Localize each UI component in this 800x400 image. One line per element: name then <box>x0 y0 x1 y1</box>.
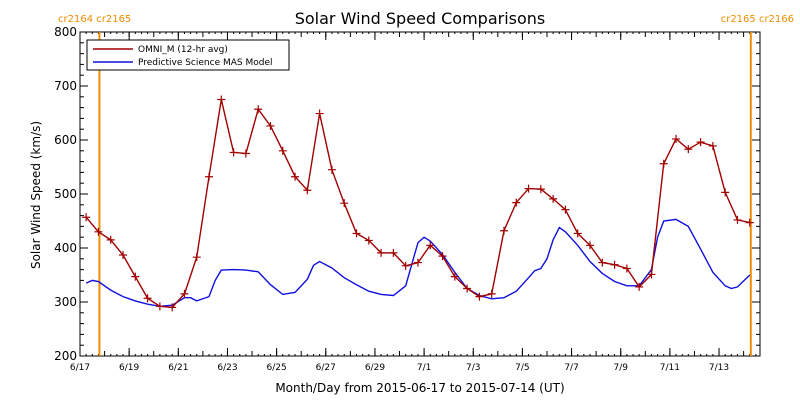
x-tick-label: 6/23 <box>217 363 237 373</box>
data-point-marker <box>622 264 631 273</box>
data-point-marker <box>266 121 275 130</box>
data-point-marker <box>119 251 128 260</box>
carrington-rotation-label: cr2165 cr2166 <box>721 14 794 25</box>
x-tick-label: 7/3 <box>466 363 480 373</box>
x-tick-label: 6/29 <box>365 363 385 373</box>
data-point-marker <box>450 272 459 281</box>
data-point-marker <box>364 236 373 245</box>
data-point-marker <box>512 198 521 207</box>
data-point-marker <box>635 282 644 291</box>
data-point-marker <box>561 205 570 214</box>
data-point-marker <box>168 303 177 312</box>
legend-entry-label: OMNI_M (12-hr avg) <box>138 45 228 55</box>
data-point-marker <box>340 199 349 208</box>
data-point-marker <box>143 294 152 303</box>
data-point-marker <box>487 289 496 298</box>
y-tick-label: 500 <box>54 187 77 201</box>
data-point-marker <box>499 226 508 235</box>
data-point-marker <box>192 253 201 262</box>
data-point-marker <box>377 248 386 257</box>
carrington-rotation-label: cr2164 cr2165 <box>58 14 131 25</box>
data-point-marker <box>438 252 447 261</box>
x-tick-label: 6/17 <box>70 363 90 373</box>
data-point-marker <box>696 138 705 147</box>
y-tick-label: 700 <box>54 79 77 93</box>
x-tick-label: 7/13 <box>709 363 729 373</box>
data-point-marker <box>278 146 287 155</box>
data-point-marker <box>426 241 435 250</box>
x-tick-label: 7/5 <box>515 363 529 373</box>
data-point-marker <box>573 229 582 238</box>
data-point-marker <box>708 141 717 150</box>
data-point-marker <box>610 260 619 269</box>
y-tick-label: 600 <box>54 133 77 147</box>
y-tick-label: 300 <box>54 295 77 309</box>
data-point-marker <box>745 218 754 227</box>
data-point-marker <box>303 186 312 195</box>
data-point-marker <box>254 105 263 114</box>
plot-frame <box>79 31 761 357</box>
axes: 200 300 400 500 600 700 800 6/17 6/19 6/21 6/23 6/2… <box>54 25 761 373</box>
data-point-marker <box>586 241 594 250</box>
data-point-marker <box>229 148 238 157</box>
data-point-marker <box>475 292 484 301</box>
data-point-marker <box>180 289 189 298</box>
data-point-marker <box>205 172 214 181</box>
data-point-marker <box>413 258 422 267</box>
data-point-marker <box>733 215 742 224</box>
x-axis-label: Month/Day from 2015-06-17 to 2015-07-14 … <box>275 381 564 395</box>
data-point-marker <box>106 235 115 244</box>
series-line <box>85 218 751 308</box>
legend: OMNI_M (12-hr avg) Predictive Science MAS… <box>86 39 290 71</box>
data-point-marker <box>131 272 140 281</box>
data-point-marker <box>463 284 472 293</box>
data-point-marker <box>291 172 300 181</box>
x-tick-label: 7/11 <box>660 363 680 373</box>
y-tick-label: 400 <box>54 241 77 255</box>
data-point-marker <box>241 149 250 158</box>
data-point-marker <box>684 145 693 154</box>
x-tick-label: 7/1 <box>417 363 431 373</box>
chart-title: Solar Wind Speed Comparisons <box>295 9 546 28</box>
y-axis-label: Solar Wind Speed (km/s) <box>29 121 43 269</box>
data-point-marker <box>536 185 545 194</box>
x-tick-label: 6/27 <box>316 363 336 373</box>
data-point-marker <box>327 165 336 174</box>
data-point-marker <box>217 95 226 104</box>
series-line <box>85 99 750 309</box>
x-tick-label: 7/9 <box>613 363 628 373</box>
data-point-marker <box>389 248 398 257</box>
data-point-marker <box>82 213 91 222</box>
data-point-marker <box>401 261 410 270</box>
data-point-marker <box>647 270 656 279</box>
data-point-marker <box>94 227 103 236</box>
data-point-marker <box>598 258 607 267</box>
y-tick-label: 200 <box>54 349 77 363</box>
data-point-marker <box>352 229 361 238</box>
x-tick-label: 7/7 <box>564 363 578 373</box>
data-point-marker <box>315 109 324 118</box>
data-point-marker <box>155 302 164 311</box>
x-tick-label: 6/25 <box>267 363 287 373</box>
x-tick-label: 6/19 <box>119 363 139 373</box>
y-tick-label: 800 <box>54 25 77 39</box>
data-point-marker <box>549 194 558 203</box>
series <box>82 95 754 312</box>
x-tick-label: 6/21 <box>168 363 188 373</box>
data-point-marker <box>659 159 668 168</box>
data-point-marker <box>672 134 681 143</box>
legend-entry-label: Predictive Science MAS Model <box>138 58 273 68</box>
legend-box <box>86 39 290 71</box>
data-point-marker <box>721 188 730 197</box>
data-point-marker <box>524 184 533 193</box>
carrington-markers: cr2164 cr2165 cr2165 cr2166 <box>58 14 794 356</box>
